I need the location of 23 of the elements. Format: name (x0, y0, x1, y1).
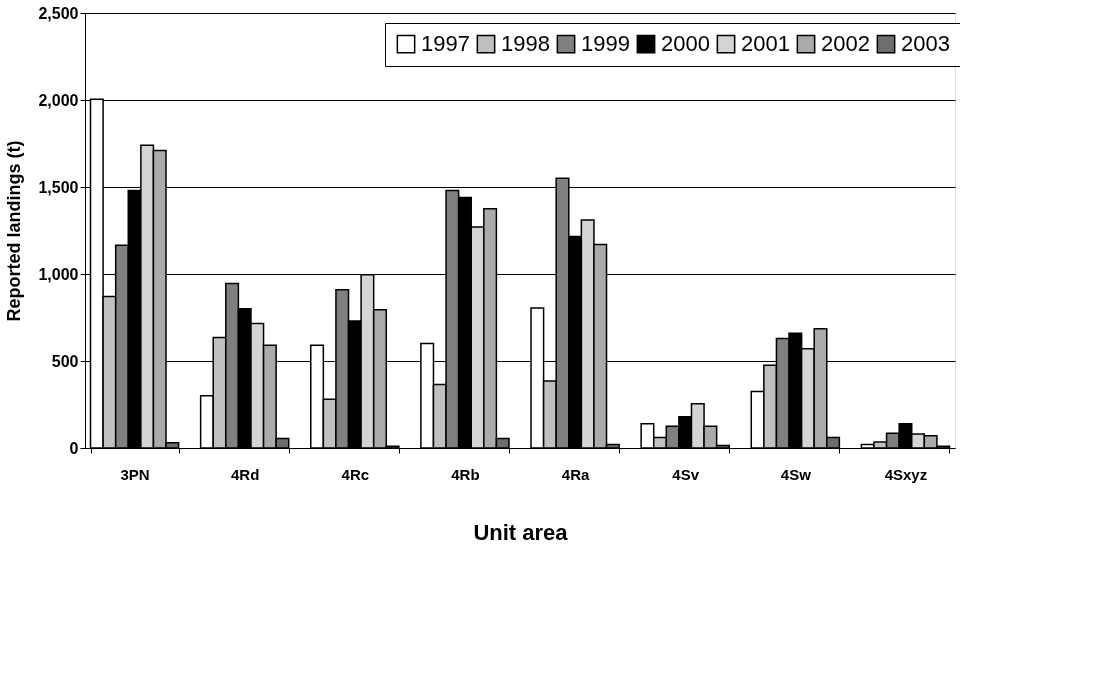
legend-label: 2000 (661, 31, 710, 57)
legend-label: 2003 (901, 31, 950, 57)
x-tick-label: 4Ra (561, 465, 590, 483)
x-tick-label: 4Sxyz (884, 465, 928, 483)
y-tick-label: 2,000 (38, 91, 79, 109)
x-tick-label: 4Sv (672, 465, 700, 483)
y-axis-title: Reported landings (t) (4, 140, 25, 322)
legend-label: 1998 (501, 31, 550, 57)
legend-label: 1997 (421, 31, 470, 57)
y-tick-label: 1,500 (38, 178, 79, 196)
legend-label: 1999 (581, 31, 630, 57)
y-tick-label: 2,500 (38, 4, 79, 22)
y-tick-label: 500 (51, 352, 79, 370)
x-tick-label: 4Rd (231, 465, 260, 483)
legend-label: 2002 (821, 31, 870, 57)
x-axis-title: Unit area (473, 519, 569, 545)
y-tick-label: 0 (69, 439, 79, 457)
y-tick-label: 1,000 (38, 265, 79, 283)
legend-label: 2001 (741, 31, 790, 57)
x-tick-label: 4Sw (780, 465, 812, 483)
x-tick-label: 4Rb (451, 465, 480, 483)
x-tick-label: 4Rc (341, 465, 370, 483)
x-tick-label: 3PN (120, 465, 150, 483)
